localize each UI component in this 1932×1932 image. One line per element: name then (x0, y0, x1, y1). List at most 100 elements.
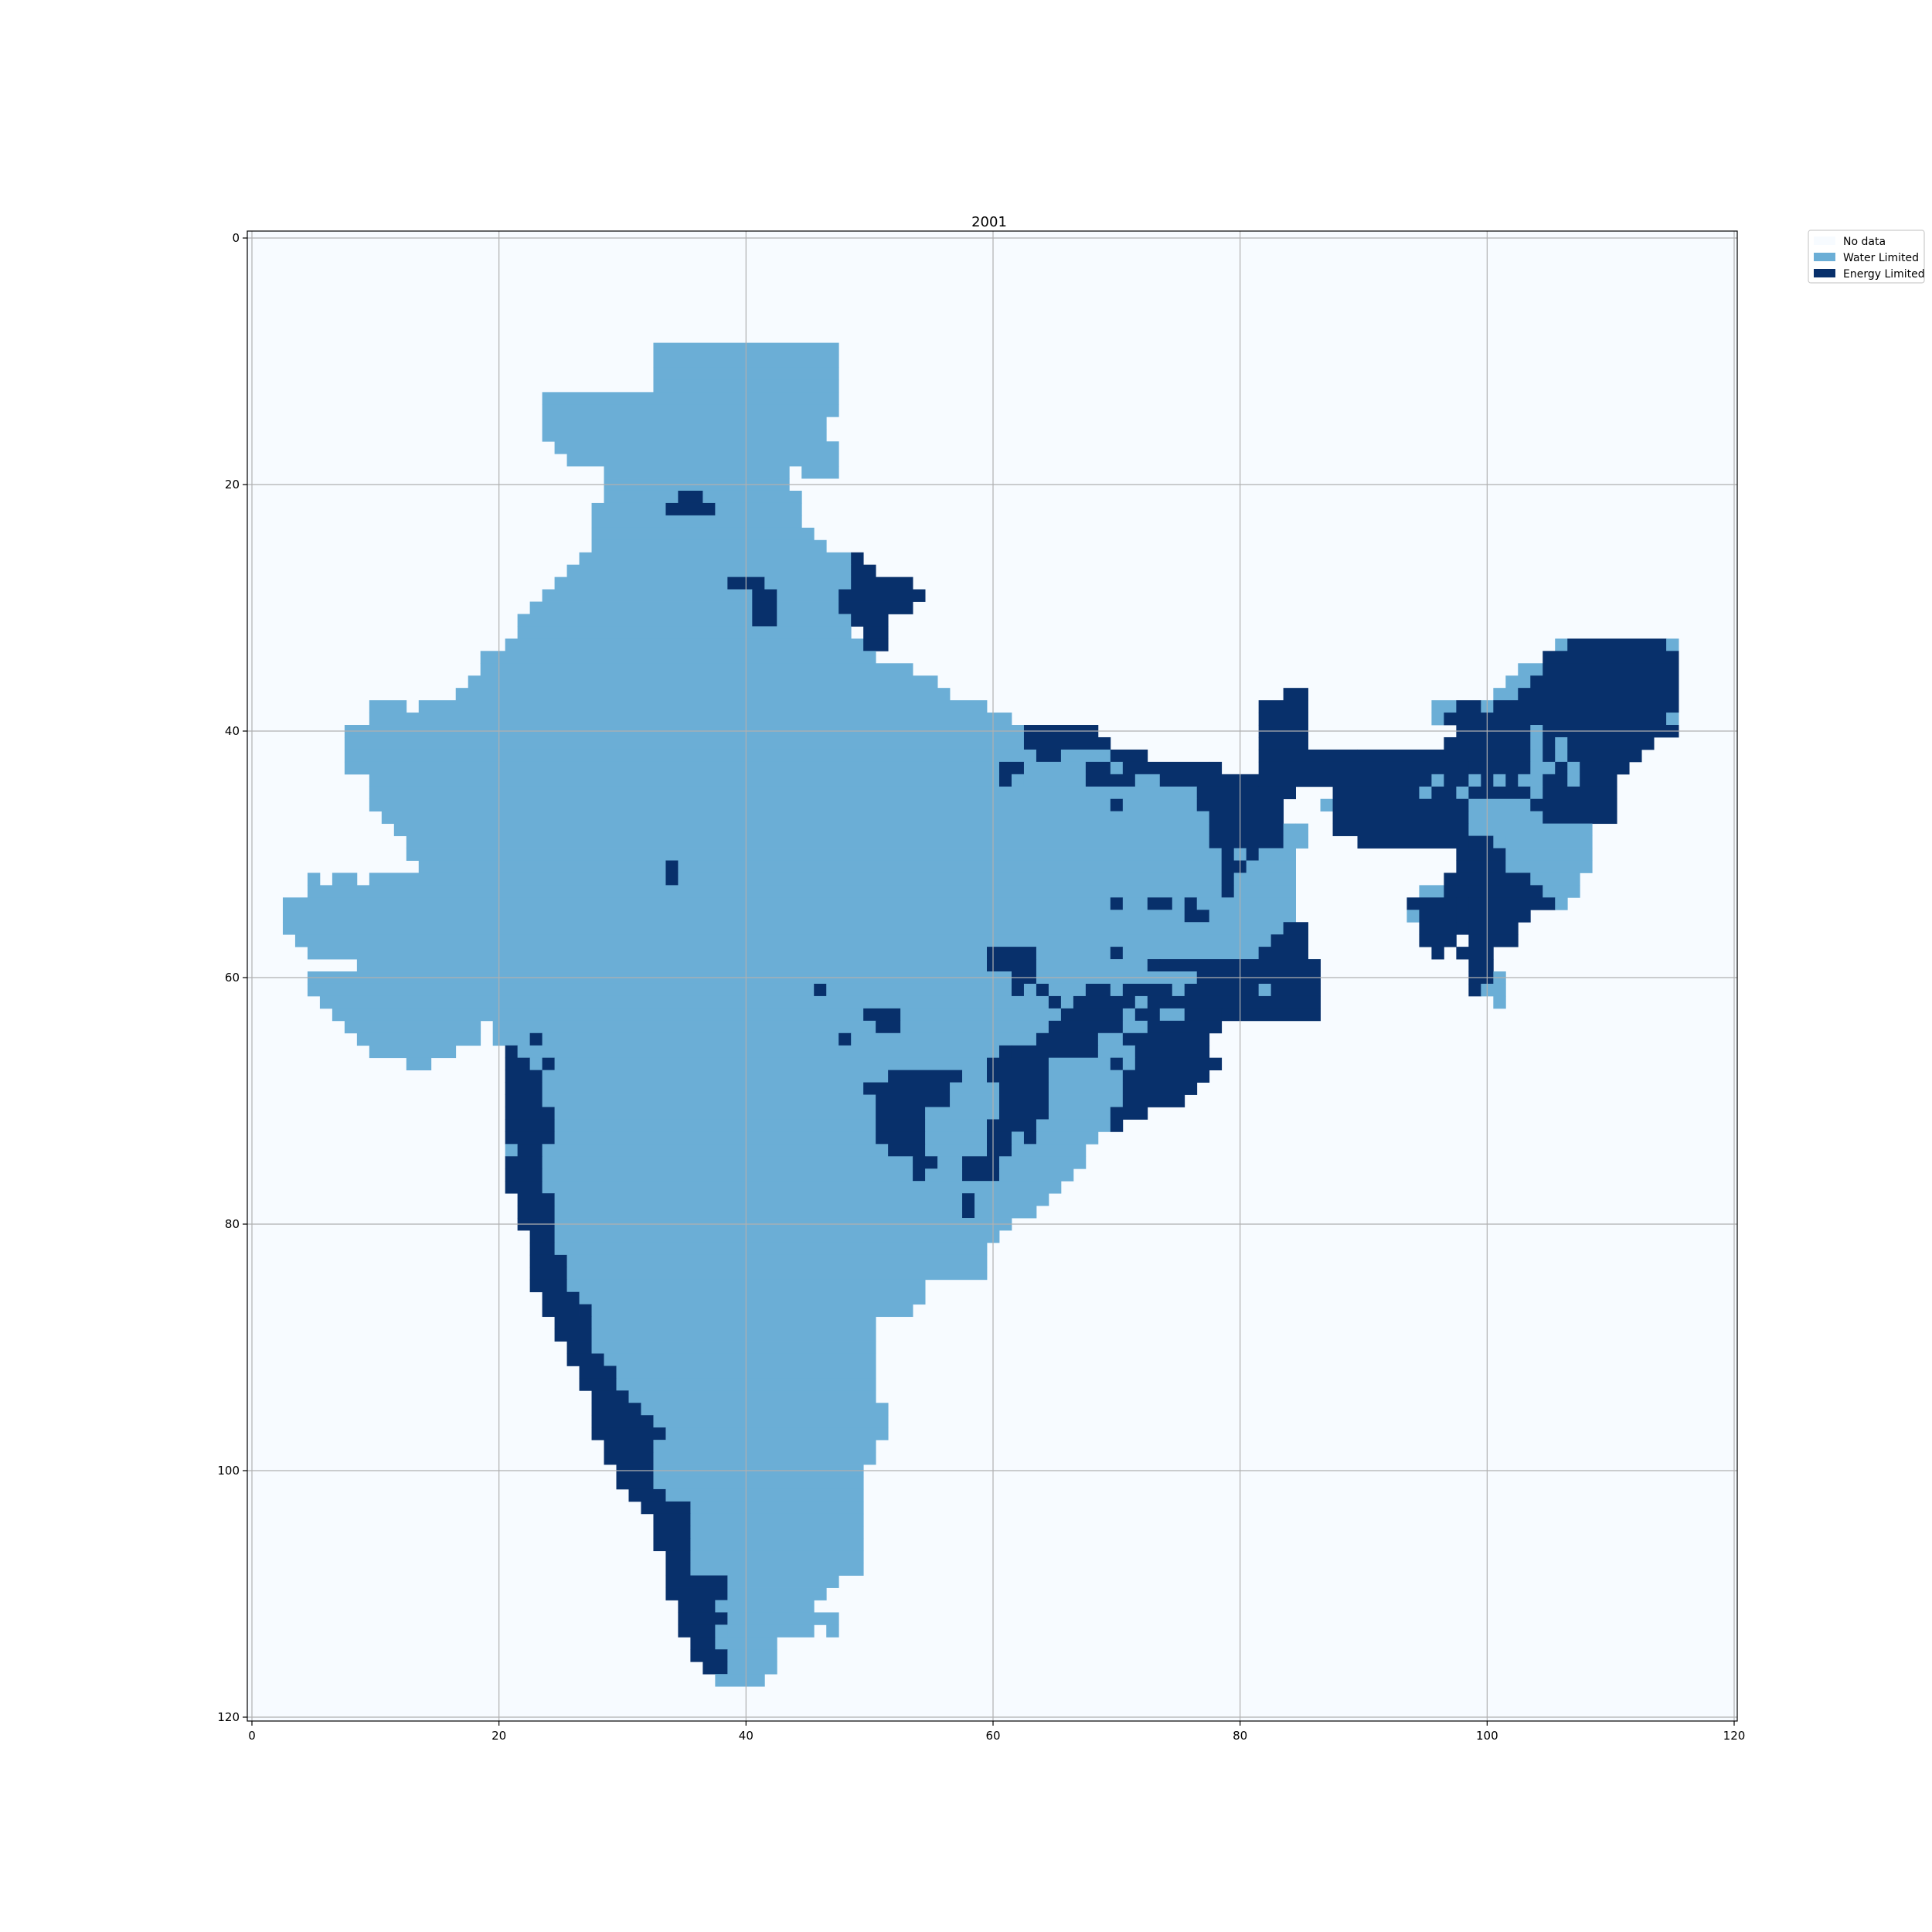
cell-energy-limited (1036, 983, 1049, 997)
cell-water-limited (925, 1168, 963, 1182)
cell-water-limited (554, 1107, 876, 1120)
cell-energy-limited (566, 1353, 604, 1366)
cell-water-limited (628, 1390, 876, 1403)
cell-energy-limited (1122, 983, 1173, 997)
cell-water-limited (1518, 663, 1543, 676)
cell-water-limited (727, 1662, 777, 1675)
cell-energy-limited (987, 1144, 1012, 1157)
cell-water-limited (1011, 1131, 1025, 1145)
cell-water-limited (715, 1624, 728, 1638)
cell-water-limited (975, 1193, 1049, 1206)
y-axis: 0 20 40 60 80 100 120 (217, 231, 247, 1724)
cell-water-limited (566, 1267, 988, 1281)
cell-water-limited (1493, 774, 1506, 787)
cell-energy-limited (1196, 786, 1296, 800)
cell-energy-limited (517, 1193, 555, 1206)
cell-energy-limited (1122, 1094, 1185, 1107)
cell-energy-limited (998, 1057, 1049, 1071)
cell-water-limited (1134, 774, 1161, 787)
cell-energy-limited (579, 1304, 592, 1318)
cell-energy-limited (579, 1378, 617, 1391)
cell-water-limited (690, 1526, 864, 1539)
cell-energy-limited (665, 1563, 691, 1576)
cell-energy-limited (1431, 947, 1444, 960)
cell-water-limited (604, 1353, 876, 1366)
cell-water-limited (1406, 910, 1420, 923)
cell-energy-limited (702, 1662, 728, 1675)
cell-energy-limited (690, 1637, 716, 1650)
cell-energy-limited (1147, 995, 1185, 1009)
cell-water-limited (579, 1291, 926, 1305)
cell-water-limited (344, 736, 1025, 750)
cell-energy-limited (1122, 761, 1210, 775)
cell-water-limited (1134, 995, 1148, 1009)
cell-water-limited (998, 1168, 1074, 1182)
cell-water-limited (1505, 835, 1519, 849)
cell-energy-limited (838, 601, 913, 614)
cell-water-limited (542, 1181, 1062, 1194)
cell-energy-limited (1493, 700, 1679, 713)
cell-water-limited (406, 835, 1210, 849)
cell-energy-limited (863, 626, 889, 639)
cell-energy-limited (591, 1390, 629, 1403)
cell-energy-limited (529, 1254, 567, 1268)
cell-water-limited (1048, 1082, 1124, 1095)
cell-energy-limited (1060, 1008, 1124, 1022)
cell-energy-limited (1036, 749, 1062, 763)
cell-energy-limited (1258, 713, 1308, 726)
cell-water-limited (925, 1107, 1000, 1120)
cell-water-limited (690, 1550, 864, 1564)
cell-energy-limited (1468, 835, 1481, 849)
cell-energy-limited (987, 947, 1037, 960)
cell-water-limited (1530, 774, 1543, 787)
cell-energy-limited (1023, 1131, 1037, 1145)
cell-water-limited (900, 1008, 1062, 1022)
cell-water-limited (1468, 811, 1543, 825)
cell-water-limited (1060, 995, 1074, 1009)
cell-water-limited (1666, 713, 1679, 726)
cell-energy-limited (1184, 897, 1198, 910)
cell-water-limited (925, 1131, 988, 1145)
cell-energy-limited (1209, 835, 1284, 849)
cell-water-limited (1530, 786, 1543, 800)
cell-water-limited (715, 502, 802, 516)
cell-energy-limited (998, 774, 1012, 787)
cell-water-limited (801, 466, 839, 479)
cell-energy-limited (1270, 934, 1308, 947)
cell-water-limited (1518, 835, 1593, 849)
cell-water-limited (1468, 798, 1531, 812)
cell-energy-limited (505, 1045, 519, 1059)
cell-water-limited (1555, 736, 1568, 750)
legend-swatch-no-data (1814, 236, 1835, 245)
cell-water-limited (307, 885, 1223, 898)
cell-energy-limited (715, 1612, 728, 1625)
cell-energy-limited (665, 1587, 728, 1600)
cell-water-limited (566, 564, 852, 578)
cell-energy-limited (529, 1279, 567, 1293)
cell-water-limited (653, 1440, 876, 1453)
cell-energy-limited (579, 1366, 617, 1379)
cell-energy-limited (505, 1094, 531, 1107)
cell-energy-limited (1110, 1057, 1124, 1071)
cell-water-limited (900, 1020, 1049, 1034)
cell-energy-limited (1357, 761, 1469, 775)
cell-water-limited (1246, 860, 1296, 873)
cell-water-limited (1122, 1020, 1148, 1034)
cell-energy-limited (1209, 811, 1284, 825)
cell-energy-limited (998, 1045, 1012, 1059)
cell-water-limited (480, 663, 913, 676)
cell-energy-limited (1184, 983, 1260, 997)
cell-energy-limited (505, 1107, 555, 1120)
cell-energy-limited (616, 1476, 654, 1490)
x-tick-label: 40 (739, 1729, 753, 1743)
cell-water-limited (1122, 947, 1260, 960)
cell-water-limited (727, 1624, 815, 1638)
cell-water-limited (727, 1600, 815, 1613)
cell-water-limited (369, 1045, 457, 1059)
cell-energy-limited (851, 614, 889, 627)
cell-water-limited (542, 1070, 889, 1083)
cell-water-limited (1048, 1094, 1124, 1107)
cell-energy-limited (998, 1119, 1037, 1132)
cell-water-limited (1320, 798, 1333, 812)
cell-water-limited (1122, 798, 1198, 812)
